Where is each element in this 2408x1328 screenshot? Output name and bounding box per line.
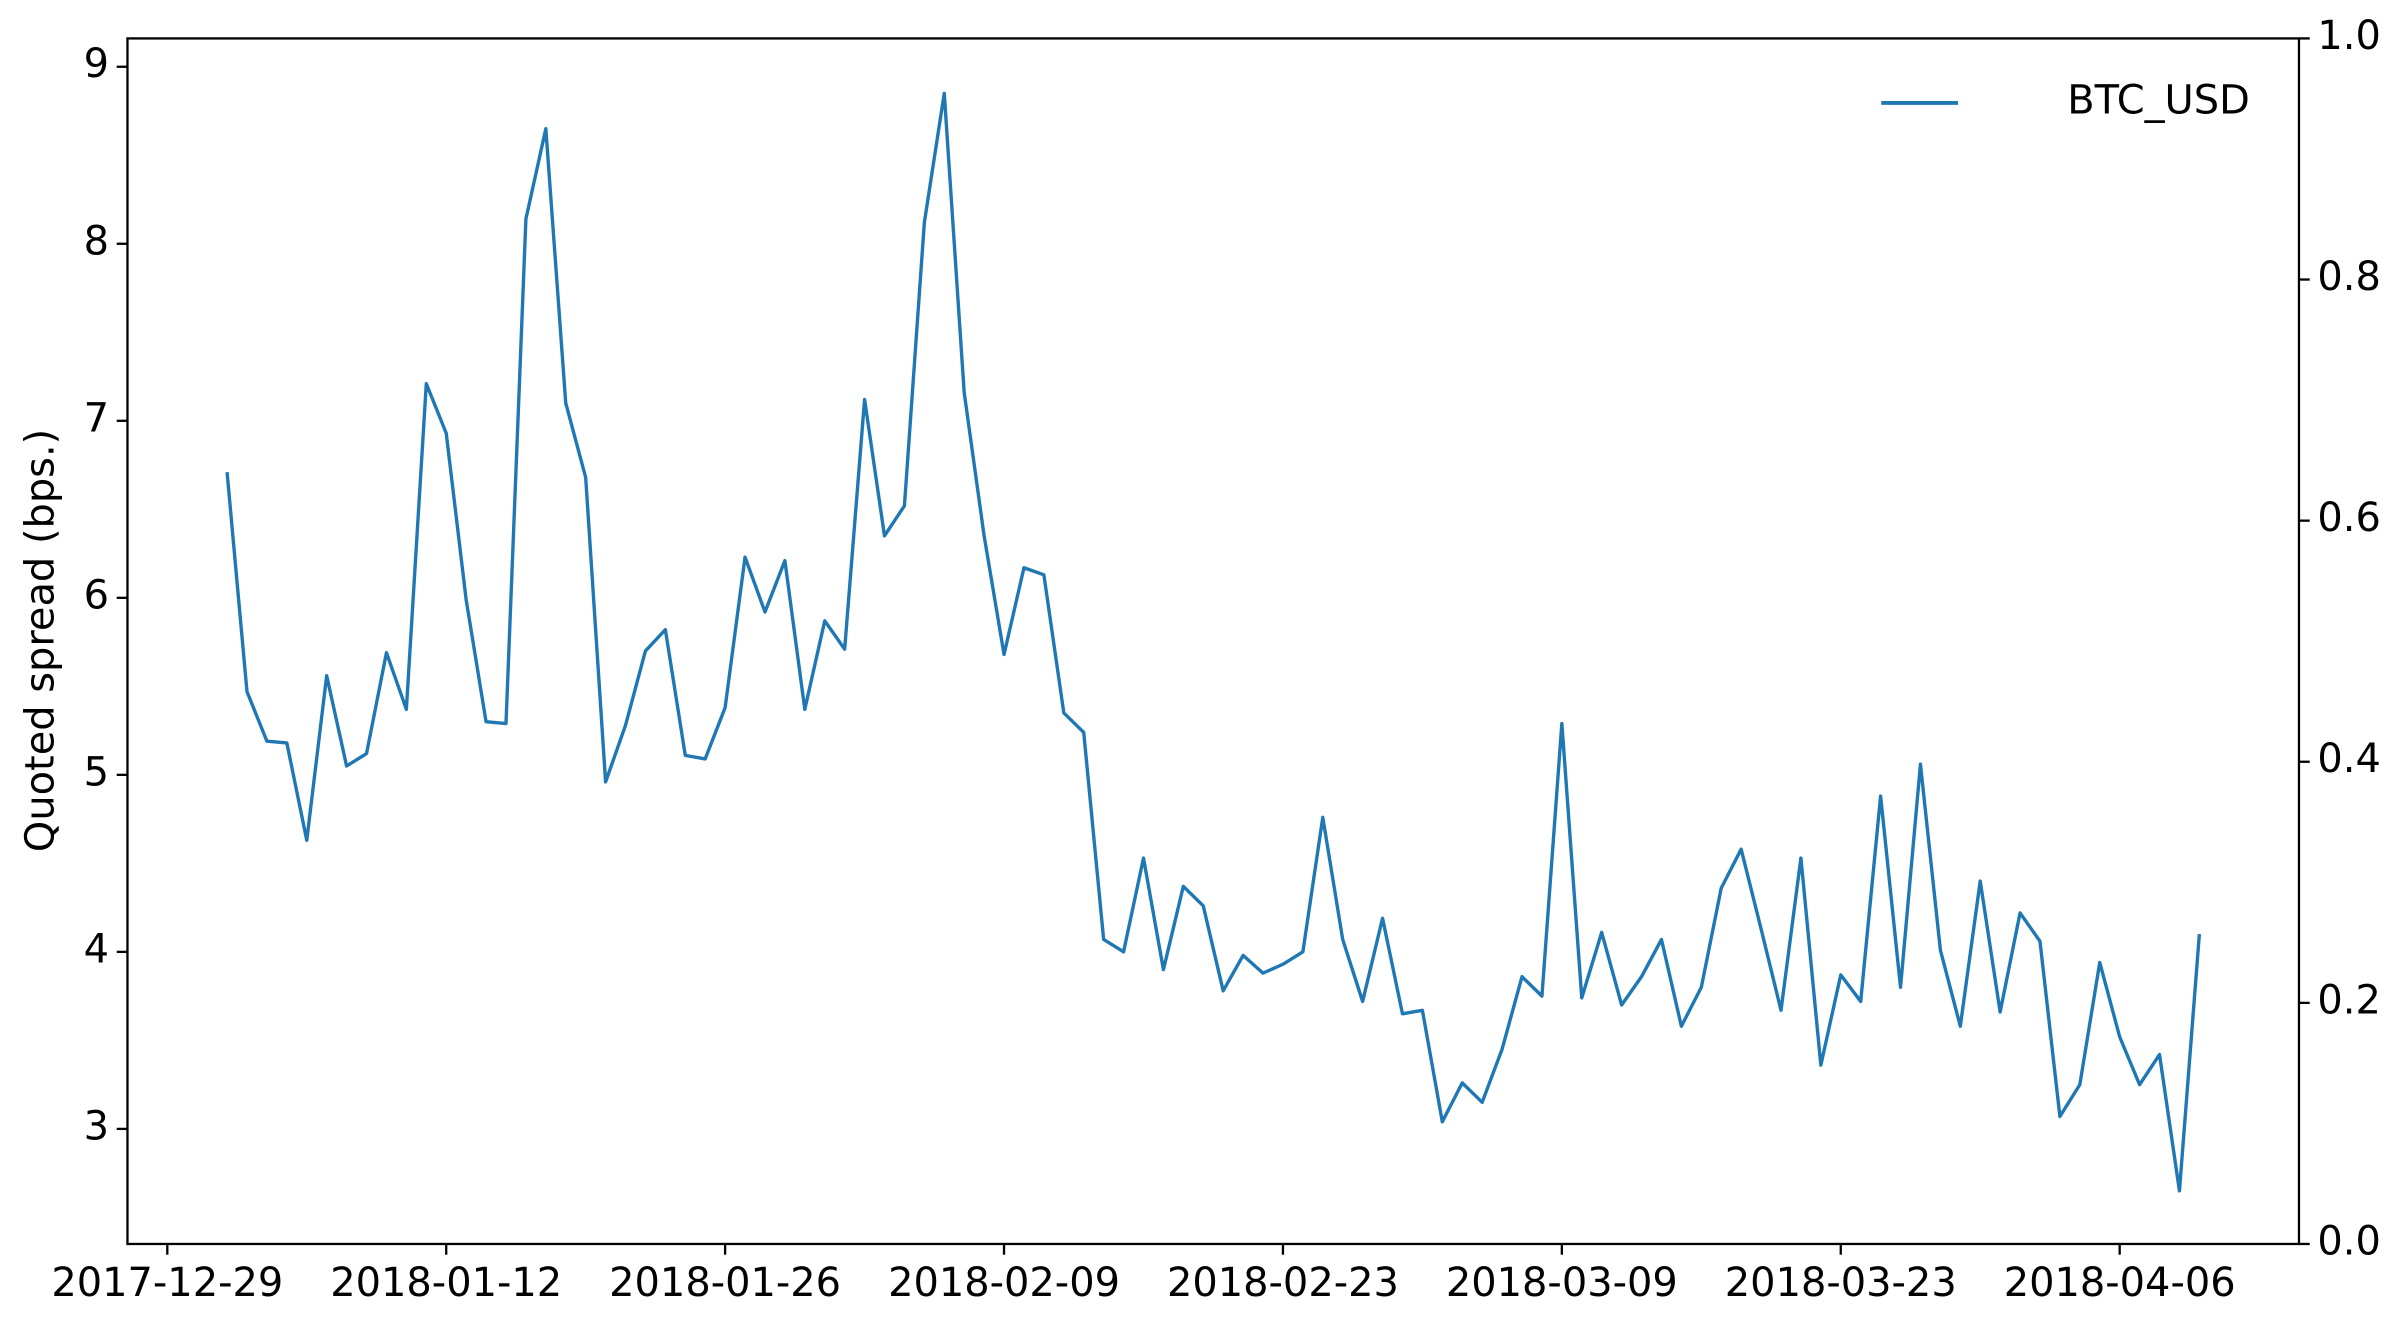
x-tick-label: 2018-01-12 (330, 1260, 562, 1306)
y2-tick-label: 0.0 (2317, 1218, 2380, 1264)
y2-tick-label: 0.6 (2317, 495, 2380, 541)
legend-label: BTC_USD (2067, 77, 2250, 123)
x-tick-label: 2018-03-23 (1725, 1260, 1957, 1306)
y-tick-label: 8 (84, 218, 109, 264)
plot-frame (126, 37, 2301, 1246)
y-tick-label: 4 (84, 926, 109, 972)
x-tick-label: 2018-02-09 (888, 1260, 1120, 1306)
y-tick-label: 9 (84, 41, 109, 87)
y-tick-label: 3 (84, 1103, 109, 1149)
data-line (225, 91, 2202, 1193)
x-tick-label: 2018-04-06 (2004, 1260, 2236, 1306)
y-tick-label: 7 (84, 395, 109, 441)
x-tick-label: 2018-02-23 (1167, 1260, 1399, 1306)
x-tick-label: 2017-12-29 (51, 1260, 283, 1306)
x-tick-label: 2018-01-26 (609, 1260, 841, 1306)
y-axis-label: Quoted spread (bps.) (17, 429, 63, 852)
y-tick-label: 6 (84, 572, 109, 618)
y-tick-label: 5 (84, 749, 109, 795)
y2-tick-label: 0.2 (2317, 977, 2380, 1023)
x-tick-label: 2018-03-09 (1446, 1260, 1678, 1306)
y2-tick-label: 0.8 (2317, 254, 2380, 300)
y2-tick-label: 0.4 (2317, 736, 2380, 782)
y2-tick-label: 1.0 (2317, 13, 2380, 59)
